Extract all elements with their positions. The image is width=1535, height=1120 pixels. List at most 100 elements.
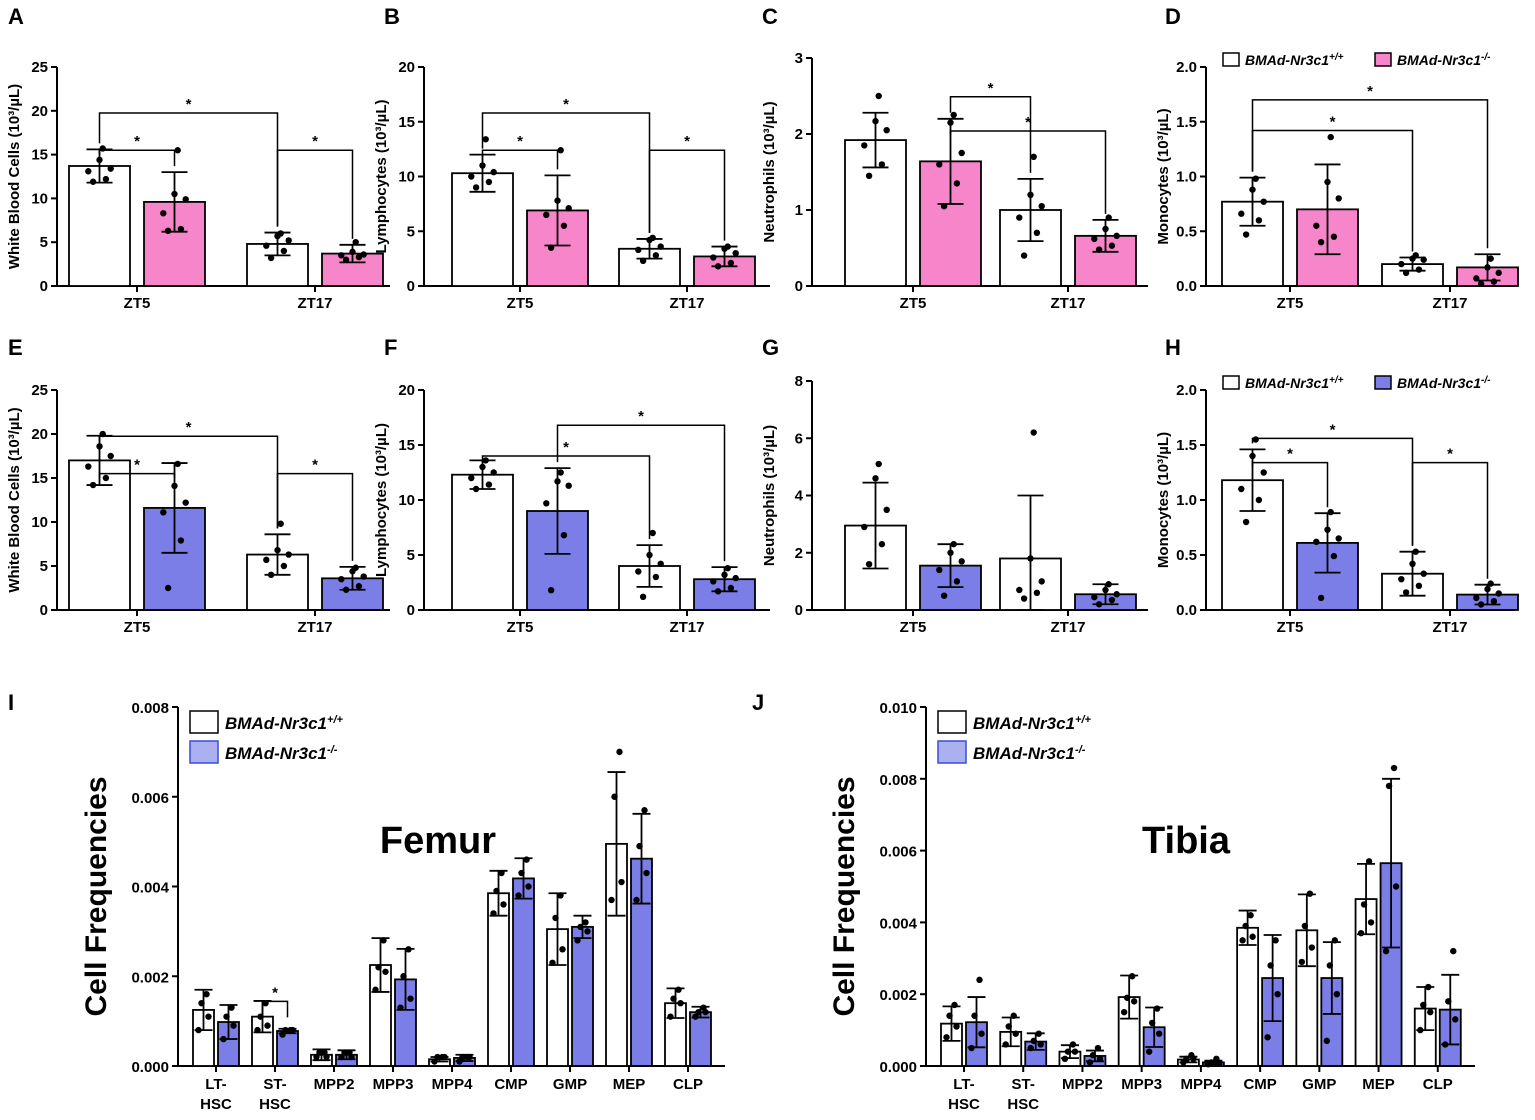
x-tick-label: ZT17 <box>297 619 332 636</box>
data-point <box>1238 485 1245 493</box>
y-tick-label: 1 <box>795 202 803 219</box>
bar-wt <box>451 172 514 287</box>
significance-star: * <box>312 133 318 150</box>
data-point <box>1409 560 1416 567</box>
data-point <box>652 573 660 581</box>
data-point <box>400 973 407 980</box>
panel-label: H <box>1165 335 1181 360</box>
data-point <box>557 892 564 899</box>
significance-star: * <box>563 96 569 113</box>
data-point <box>1326 962 1334 969</box>
bar-wt <box>68 459 131 611</box>
data-point <box>164 584 172 592</box>
y-tick-label: 0.000 <box>131 1059 169 1076</box>
y-tick-label: 2 <box>795 126 803 143</box>
significance-bracket <box>481 112 651 233</box>
data-point <box>360 251 367 258</box>
data-point <box>1238 210 1245 217</box>
panel-j: J 0.000 0.002 0.004 0.006 0.008 0.010 Cell Freq… <box>752 690 1475 1113</box>
data-point <box>203 991 210 998</box>
panel-a: A 0 5 10 15 20 25 White Blood Cells (10³/µL) ZT5… <box>6 4 390 312</box>
bar-wt <box>487 892 510 1067</box>
data-point <box>1450 947 1457 955</box>
y-tick-label: 0.006 <box>131 790 169 807</box>
data-point <box>1108 242 1116 249</box>
data-point <box>338 1053 345 1061</box>
legend-swatch-ko <box>189 740 219 764</box>
data-point <box>1183 1055 1190 1063</box>
data-point <box>493 887 500 895</box>
data-point <box>321 1049 328 1056</box>
data-point <box>1252 175 1259 182</box>
x-tick-label: HSC <box>259 1096 291 1113</box>
data-point <box>976 976 983 984</box>
data-point <box>1484 585 1491 593</box>
x-tick-label: ZT5 <box>124 295 151 312</box>
y-tick-label: 0.004 <box>131 880 169 897</box>
data-point <box>958 149 965 157</box>
significance-star: * <box>1025 114 1031 131</box>
significance-star: * <box>312 457 318 474</box>
data-point <box>1027 555 1034 562</box>
data-point <box>1445 998 1452 1005</box>
data-point <box>1452 1016 1459 1023</box>
significance-star: * <box>638 408 644 425</box>
data-point <box>557 469 564 476</box>
data-point <box>946 1012 953 1019</box>
data-point <box>1148 1019 1156 1027</box>
data-point <box>164 227 172 235</box>
y-tick-label: 0.006 <box>879 844 917 861</box>
y-tick-label: 0.002 <box>131 969 169 986</box>
data-point <box>968 1044 975 1052</box>
legend-label-ko: BMAd-Nr3c1-/- <box>1397 52 1491 69</box>
data-point <box>1473 594 1480 602</box>
data-point <box>1128 973 1136 980</box>
significance-star: * <box>134 457 140 474</box>
data-point <box>1255 217 1263 224</box>
data-point <box>1330 552 1338 560</box>
data-point <box>263 556 270 564</box>
data-point <box>171 482 178 490</box>
data-point <box>482 457 489 464</box>
legend-swatch-ko <box>937 740 967 764</box>
data-point <box>174 147 181 154</box>
data-point <box>316 1049 323 1056</box>
data-point <box>560 532 568 539</box>
data-point <box>89 481 97 489</box>
y-tick-label: 10 <box>31 190 48 207</box>
data-point <box>878 161 886 168</box>
data-point <box>951 1001 958 1009</box>
panel-label: I <box>8 690 14 715</box>
y-tick-label: 5 <box>40 234 48 251</box>
x-tick-label: ZT17 <box>1050 619 1085 636</box>
data-point <box>1064 1048 1072 1055</box>
data-point <box>1260 198 1267 205</box>
data-point <box>950 111 957 119</box>
data-point <box>560 222 568 229</box>
data-point <box>657 560 664 567</box>
data-point <box>865 172 873 179</box>
x-tick-label: MPP2 <box>314 1076 355 1093</box>
data-point <box>692 1013 699 1020</box>
data-point <box>352 564 359 571</box>
x-tick-label: LT- <box>205 1076 226 1093</box>
data-point <box>883 506 890 514</box>
y-tick-label: 15 <box>398 437 415 454</box>
significance-star: * <box>1330 114 1336 131</box>
data-point <box>228 1004 235 1011</box>
data-point <box>182 499 189 506</box>
data-point <box>1242 518 1250 526</box>
data-point <box>1188 1052 1195 1059</box>
data-point <box>1327 133 1334 141</box>
data-point <box>639 593 647 600</box>
legend-label-wt: BMAd-Nr3c1+/+ <box>1245 52 1344 69</box>
legend-label-wt: BMAd-Nr3c1+/+ <box>1245 375 1344 392</box>
y-tick-label: 0.010 <box>879 700 917 717</box>
y-tick-label: 2.0 <box>1176 59 1197 76</box>
data-point <box>724 565 731 572</box>
y-axis-label: White Blood Cells (10³/µL) <box>6 84 23 269</box>
data-point <box>635 568 642 575</box>
data-point <box>633 896 640 904</box>
data-point <box>1096 1055 1104 1063</box>
y-tick-label: 1.0 <box>1176 492 1197 509</box>
